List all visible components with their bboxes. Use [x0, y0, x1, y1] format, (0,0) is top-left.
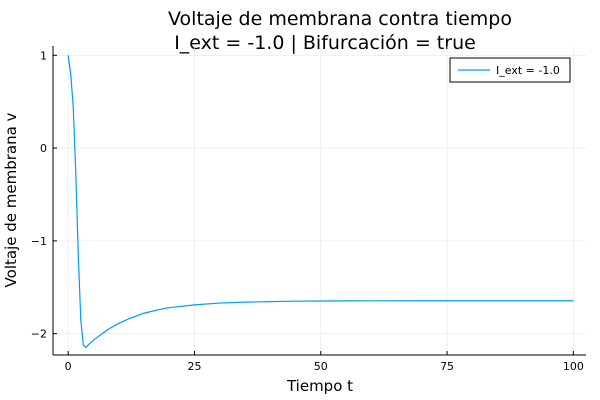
y-tick-label: −1: [31, 235, 47, 248]
grid-lines: [53, 46, 586, 355]
series-line: [67, 55, 574, 349]
x-tick-label: 100: [563, 360, 584, 373]
y-tick-label: 0: [40, 142, 47, 155]
x-tick-label: 50: [314, 360, 328, 373]
x-tick-label: 25: [187, 360, 201, 373]
y-axis-label: Voltaje de membrana v: [2, 112, 20, 287]
x-ticks: 0 25 50 75 100: [65, 351, 584, 373]
x-tick-label: 75: [440, 360, 454, 373]
y-tick-label: 1: [40, 49, 47, 62]
chart-subtitle: I_ext = -1.0 | Bifurcación = true: [174, 32, 476, 54]
x-axis-label: Tiempo t: [286, 377, 353, 395]
y-tick-label: −2: [31, 328, 47, 341]
series-layer: [67, 55, 574, 349]
chart-title: Voltaje de membrana contra tiempo: [168, 8, 512, 30]
x-tick-label: 0: [65, 360, 72, 373]
y-ticks: 1 0 −1 −2: [31, 49, 57, 341]
legend: I_ext = -1.0: [449, 57, 571, 83]
legend-label: I_ext = -1.0: [496, 64, 560, 77]
